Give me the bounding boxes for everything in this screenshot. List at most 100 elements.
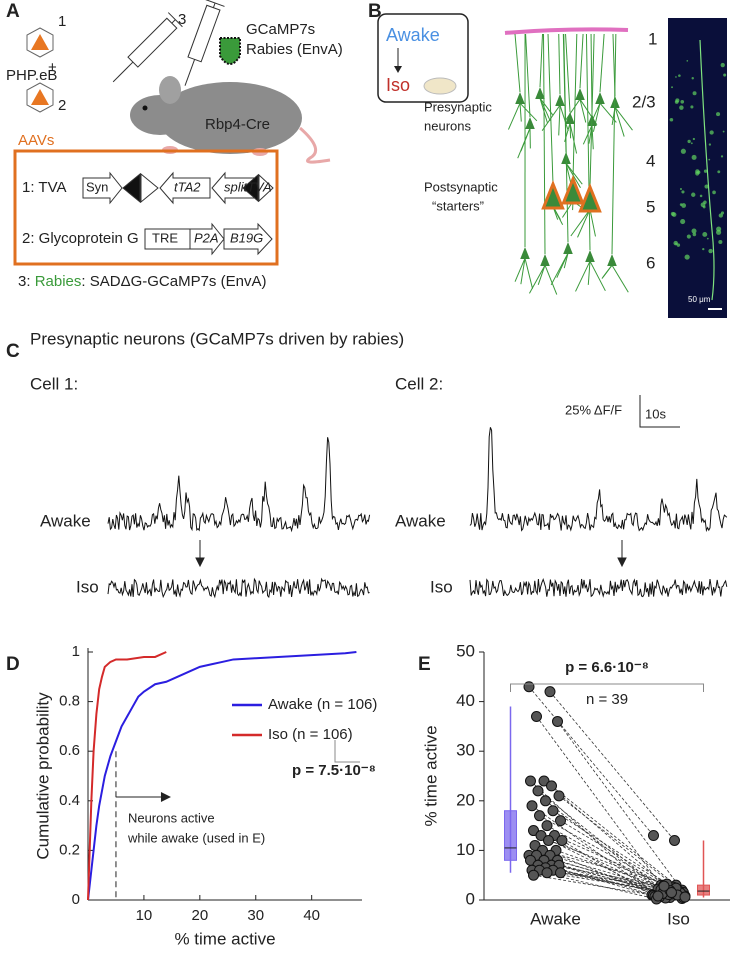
box xyxy=(505,811,517,861)
p-value: p = 6.6·10⁻⁸ xyxy=(565,659,649,676)
cell-dot xyxy=(718,240,722,244)
cell-dot xyxy=(690,105,693,108)
mouse-icon xyxy=(424,78,456,94)
cell-dot xyxy=(721,63,725,67)
point xyxy=(667,888,677,898)
y-tick-label: 20 xyxy=(456,790,475,809)
element-label: P2A xyxy=(194,230,219,245)
cdf-line xyxy=(88,652,166,900)
dendrite xyxy=(590,34,594,187)
arrow xyxy=(161,792,171,802)
dendrite xyxy=(612,265,628,292)
cell-dot xyxy=(693,233,697,237)
cell-dot xyxy=(691,193,695,197)
point xyxy=(649,831,659,841)
dendrite xyxy=(570,123,577,153)
scale-label: 10s xyxy=(645,406,666,421)
y-axis-label: % time active xyxy=(421,725,440,826)
panel-label: E xyxy=(418,654,431,675)
cell-dot xyxy=(709,143,711,145)
y-tick-label: 0.8 xyxy=(59,693,80,710)
element-label: Syn xyxy=(86,179,108,194)
point xyxy=(533,786,543,796)
cell-title: Cell 1: xyxy=(30,374,78,393)
point xyxy=(557,835,567,845)
text-part: : SADΔG-GCaMP7s (EnvA) xyxy=(81,273,266,290)
x-tick-label: 20 xyxy=(191,907,208,924)
box-title: AAVs xyxy=(18,132,54,149)
soma xyxy=(525,117,535,129)
soma xyxy=(563,242,573,254)
dendrite xyxy=(557,253,568,277)
annotation: while awake (used in E) xyxy=(127,830,265,845)
cell-dot xyxy=(716,112,720,116)
layer-label: 6 xyxy=(646,253,655,272)
point xyxy=(529,870,539,880)
element-label: B19G xyxy=(230,230,263,245)
y-tick-label: 30 xyxy=(456,741,475,760)
point xyxy=(535,811,545,821)
cell-dot xyxy=(680,100,684,104)
dendrite xyxy=(508,103,520,129)
dendrite xyxy=(545,265,557,294)
dendrite xyxy=(592,125,593,149)
scale-label: 50 μm xyxy=(688,295,711,304)
layer-label: 1 xyxy=(648,29,657,48)
point xyxy=(653,891,663,901)
y-tick-label: 0.6 xyxy=(59,742,80,759)
cell-dot xyxy=(673,241,677,245)
point xyxy=(532,711,542,721)
trace xyxy=(108,579,370,597)
cell-dot xyxy=(671,86,673,88)
cell-dot xyxy=(680,188,682,190)
cell-dot xyxy=(708,159,710,161)
cell-dot xyxy=(723,131,725,133)
layer-label: 2/3 xyxy=(632,92,656,111)
rabies-construct: 3: Rabies: SADΔG-GCaMP7s (EnvA) xyxy=(18,273,266,290)
cell-dot xyxy=(717,170,720,173)
cell-dot xyxy=(679,105,683,109)
text-part: Rabies xyxy=(35,273,82,290)
pia xyxy=(505,29,628,33)
panel-label: C xyxy=(6,341,20,362)
p-value: p = 7.5·10⁻⁸ xyxy=(292,762,376,779)
x-tick-label: 10 xyxy=(136,907,153,924)
trace xyxy=(470,427,727,530)
cell-dot xyxy=(716,226,721,231)
point xyxy=(527,801,537,811)
cell-dot xyxy=(707,238,709,240)
micrograph xyxy=(668,18,727,318)
text-part: 3: xyxy=(18,273,35,290)
dendrite xyxy=(600,34,604,92)
element-label: tTA2 xyxy=(174,179,201,194)
cell-dot xyxy=(693,91,697,95)
cell-dot xyxy=(721,155,723,157)
cell-dot xyxy=(687,234,691,238)
element-label: splitTVA xyxy=(224,179,272,194)
cell-label: Postsynaptic xyxy=(424,179,498,194)
y-tick-label: 0.4 xyxy=(59,792,80,809)
soma xyxy=(540,254,550,266)
point xyxy=(548,806,558,816)
dendrite xyxy=(526,34,530,117)
syringe xyxy=(106,0,224,89)
arrow xyxy=(196,540,626,566)
dendrite xyxy=(590,261,605,291)
syringe-number: 3 xyxy=(178,11,186,28)
dendrite xyxy=(573,34,577,179)
legend-label: Awake (n = 106) xyxy=(268,696,377,713)
legend-label: Iso (n = 106) xyxy=(268,726,353,743)
dendrite xyxy=(520,103,521,121)
cell-dot xyxy=(692,77,694,79)
cell-label: neurons xyxy=(424,118,471,133)
point xyxy=(542,821,552,831)
soma xyxy=(520,247,530,259)
cell-label: “starters” xyxy=(432,198,484,213)
cell-dot xyxy=(678,74,681,77)
cell-dot xyxy=(700,195,703,198)
neuron-diagram xyxy=(508,34,632,295)
dendrite xyxy=(566,34,570,112)
